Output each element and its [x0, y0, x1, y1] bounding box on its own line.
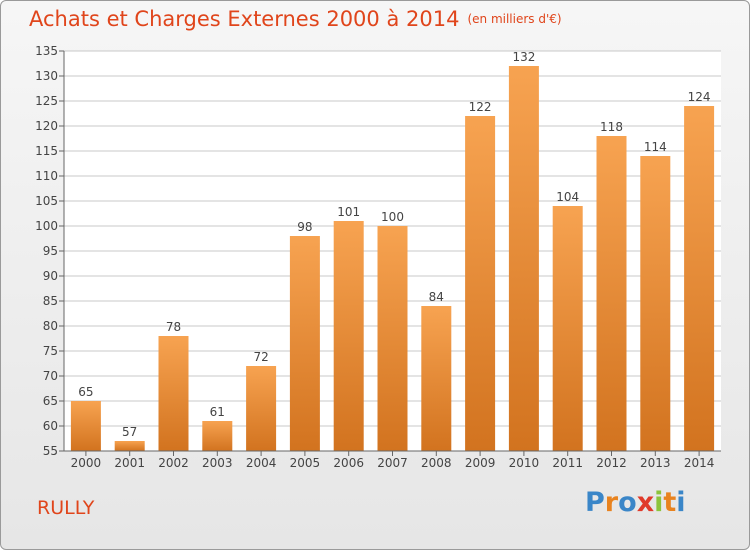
value-label: 122 — [469, 100, 492, 114]
bar — [508, 66, 539, 451]
x-tick-label: 2014 — [684, 456, 715, 470]
x-tick-label: 2011 — [552, 456, 583, 470]
commune-name: RULLY — [37, 497, 95, 519]
x-tick-label: 2006 — [333, 456, 364, 470]
y-tick-label: 135 — [35, 44, 58, 58]
x-tick-label: 2013 — [640, 456, 671, 470]
bar — [246, 366, 277, 451]
y-tick-label: 60 — [43, 419, 58, 433]
logo-letter: r — [604, 487, 619, 518]
y-tick-label: 130 — [35, 69, 58, 83]
bar — [421, 306, 452, 451]
value-label: 65 — [78, 385, 93, 399]
y-tick-label: 105 — [35, 194, 58, 208]
logo-letter: P — [585, 487, 605, 518]
value-label: 72 — [253, 350, 268, 364]
y-tick-label: 100 — [35, 219, 58, 233]
logo-letter: i — [676, 487, 686, 518]
bar — [552, 206, 583, 451]
x-tick-label: 2012 — [596, 456, 627, 470]
value-label: 124 — [688, 90, 711, 104]
value-label: 98 — [297, 220, 312, 234]
proxiti-logo: Proxiti — [585, 487, 686, 518]
logo-letter: i — [654, 487, 664, 518]
bar — [640, 156, 671, 451]
y-tick-label: 120 — [35, 119, 58, 133]
bars — [70, 66, 715, 451]
value-label: 84 — [429, 290, 444, 304]
logo-letter: t — [663, 487, 677, 518]
x-tick-label: 2003 — [202, 456, 233, 470]
axes — [59, 50, 721, 456]
value-label: 100 — [381, 210, 404, 224]
y-tick-label: 55 — [43, 444, 58, 458]
x-tick-label: 2000 — [71, 456, 102, 470]
x-tick-label: 2002 — [158, 456, 189, 470]
value-label: 118 — [600, 120, 623, 134]
bar — [158, 336, 189, 451]
y-tick-label: 85 — [43, 294, 58, 308]
x-tick-label: 2007 — [377, 456, 408, 470]
bar — [202, 421, 233, 451]
value-label: 78 — [166, 320, 181, 334]
y-tick-label: 95 — [43, 244, 58, 258]
labels: 55 60 65 70 75 80 85 90 95 100 105 110 115 120 125 130 1… — [35, 44, 714, 470]
x-tick-label: 2001 — [114, 456, 145, 470]
bar — [377, 226, 408, 451]
x-tick-label: 2004 — [246, 456, 277, 470]
value-label: 101 — [337, 205, 360, 219]
bar — [70, 401, 101, 451]
value-label: 57 — [122, 425, 137, 439]
y-tick-label: 80 — [43, 319, 58, 333]
bar — [333, 221, 364, 451]
bar — [114, 441, 145, 451]
value-label: 104 — [556, 190, 579, 204]
bar — [465, 116, 496, 451]
y-tick-label: 125 — [35, 94, 58, 108]
y-tick-label: 75 — [43, 344, 58, 358]
y-tick-label: 70 — [43, 369, 58, 383]
x-tick-label: 2009 — [465, 456, 496, 470]
y-tick-label: 110 — [35, 169, 58, 183]
chart-title-text: Achats et Charges Externes 2000 à 2014 — [29, 7, 460, 31]
chart-unit: (en milliers d'€) — [467, 12, 562, 26]
x-tick-label: 2005 — [290, 456, 321, 470]
value-label: 61 — [210, 405, 225, 419]
logo-letter: o — [618, 487, 637, 518]
logo-letter: x — [636, 487, 655, 518]
x-tick-label: 2010 — [509, 456, 540, 470]
y-tick-label: 65 — [43, 394, 58, 408]
y-tick-label: 90 — [43, 269, 58, 283]
bar — [289, 236, 320, 451]
bar — [684, 106, 715, 451]
y-tick-label: 115 — [35, 144, 58, 158]
x-tick-label: 2008 — [421, 456, 452, 470]
value-label: 114 — [644, 140, 667, 154]
bar — [596, 136, 627, 451]
value-label: 132 — [512, 50, 535, 64]
chart-title: Achats et Charges Externes 2000 à 2014 (e… — [29, 7, 562, 31]
